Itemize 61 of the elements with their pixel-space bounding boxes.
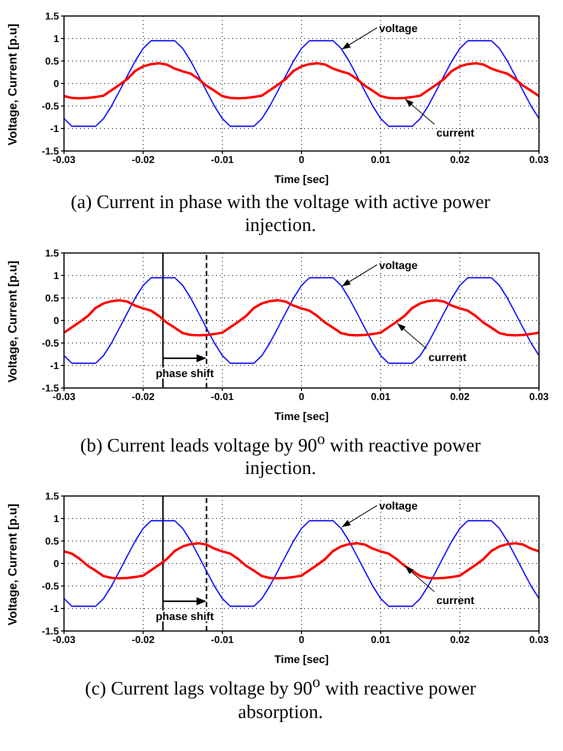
y-tick-label: 0.5 [45,536,60,548]
x-tick-label: 0.03 [529,155,550,166]
x-tick-label: -0.01 [210,635,234,646]
x-tick-label: 0 [298,392,305,404]
annotation: voltage [379,500,418,513]
annotation: current [436,595,475,608]
annotation: voltage [379,22,418,35]
y-tick-label: 0 [53,79,60,90]
y-tick-label: 0.5 [45,56,60,68]
x-tick-label: -0.01 [210,155,234,166]
y-tick-label: 1.5 [45,492,60,503]
y-tick-label: -1 [50,604,60,616]
y-tick-label: 0 [53,316,60,328]
x-axis-title: Time [sec] [274,654,329,666]
line-series [64,542,539,580]
line-series [64,299,539,337]
x-tick-label: -0.01 [210,392,234,404]
y-tick-label: -0.5 [42,582,60,593]
y-axis-title: Voltage, Current [p.u] [5,24,20,146]
line-series [64,277,539,364]
x-tick-label: -0.02 [132,155,155,166]
y-tick-label: -1.5 [42,626,60,638]
y-tick-label: -1 [50,361,60,372]
annotation: current [436,127,475,140]
x-tick-label: 0.01 [370,155,391,166]
y-tick-label: -0.5 [42,102,60,113]
y-tick-label: -0.5 [42,338,60,350]
y-tick-label: 0.5 [45,294,60,305]
x-tick-label: 0.01 [370,392,391,404]
y-tick-label: 1.5 [45,248,60,260]
x-tick-label: 0.02 [450,635,470,646]
annotation: voltage [379,260,418,272]
x-tick-label: -0.02 [132,392,155,404]
x-tick-label: 0.03 [529,392,550,404]
y-tick-label: 1 [53,34,60,46]
x-axis-title: Time [sec] [274,411,329,423]
y-axis-title: Voltage, Current [p.u] [5,260,20,382]
y-tick-label: 0 [53,559,60,570]
text: (a) Current in phase with the voltage with active power injection. [70,191,492,238]
x-tick-label: 0 [298,155,305,166]
y-axis-title: Voltage, Current [p.u] [5,504,20,626]
x-tick-label: -0.03 [52,155,76,166]
y-tick-label: 1 [53,514,60,526]
x-tick-label: 0.02 [450,392,470,404]
x-tick-label: 0.01 [370,635,391,646]
y-tick-label: -1 [50,124,60,136]
x-tick-label: -0.03 [52,392,76,404]
x-tick-label: 0.02 [450,155,470,166]
x-tick-label: 0.03 [529,635,550,646]
x-tick-label: -0.02 [132,635,155,646]
text: (b) Current leads voltage by 90$^{o}$ with reactive power injection. [79,430,482,482]
line-series [64,62,539,100]
x-tick-label: 0 [298,635,305,646]
y-tick-label: 1 [53,271,60,282]
x-axis-title: Time [sec] [274,174,329,186]
text: (c) Current lags voltage by 90$^{o}$ with reactive power absorption. [84,673,477,725]
annotation: current [428,352,467,364]
y-tick-label: 1.5 [45,12,60,23]
line-series [64,520,539,608]
line-series [64,40,539,127]
x-tick-label: -0.03 [52,635,76,646]
